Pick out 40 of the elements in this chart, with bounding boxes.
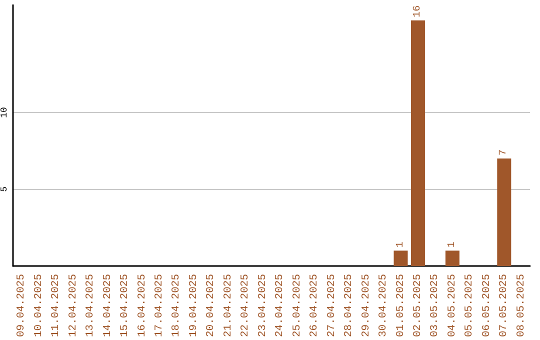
data-label: 1: [446, 242, 458, 248]
x-tick-label: 11.04.2025: [50, 274, 62, 338]
bar: [394, 250, 408, 266]
x-tick-label: 14.04.2025: [102, 274, 114, 338]
x-tick-label: 15.04.2025: [119, 274, 132, 338]
x-tick-label: 24.04.2025: [274, 274, 286, 338]
x-tick-label: 26.04.2025: [308, 274, 321, 338]
x-tick-label: 09.04.2025: [16, 274, 28, 338]
x-tick-label: 01.05.2025: [394, 274, 407, 338]
data-label: 1: [395, 242, 406, 248]
x-tick-label: 25.04.2025: [291, 274, 304, 338]
x-tick-label: 06.05.2025: [480, 274, 493, 338]
x-tick-label: 17.04.2025: [153, 274, 166, 338]
x-tick-label: 10.04.2025: [32, 274, 45, 338]
x-tick-label: 30.04.2025: [378, 274, 390, 338]
x-tick-label: 03.05.2025: [429, 274, 442, 338]
x-tick-label: 08.05.2025: [515, 274, 528, 338]
bar: [410, 20, 425, 266]
x-tick-label: 28.04.2025: [343, 274, 356, 338]
y-tick-label: 5: [0, 186, 10, 192]
x-tick-label: 20.04.2025: [205, 274, 218, 338]
y-tick-label: 10: [0, 107, 10, 118]
x-tick-label: 05.05.2025: [464, 274, 476, 338]
bar: [497, 158, 512, 266]
x-tick-label: 23.04.2025: [256, 274, 269, 338]
bar: [445, 250, 460, 266]
x-tick-label: 13.04.2025: [84, 274, 97, 338]
x-tick-label: 22.04.2025: [240, 274, 252, 338]
x-tick-label: 16.04.2025: [136, 274, 148, 338]
x-tick-label: 27.04.2025: [326, 274, 338, 338]
x-tick-label: 02.05.2025: [412, 274, 424, 338]
x-tick-label: 29.04.2025: [360, 274, 372, 338]
x-tick-label: 07.05.2025: [498, 274, 510, 338]
x-tick-label: 04.05.2025: [446, 274, 458, 338]
x-tick-label: 19.04.2025: [188, 274, 200, 338]
data-label: 16: [412, 5, 424, 18]
x-tick-label: 21.04.2025: [222, 274, 234, 338]
data-label: 7: [498, 150, 510, 156]
x-tick-label: 12.04.2025: [67, 274, 80, 338]
x-tick-label: 18.04.2025: [170, 274, 183, 338]
